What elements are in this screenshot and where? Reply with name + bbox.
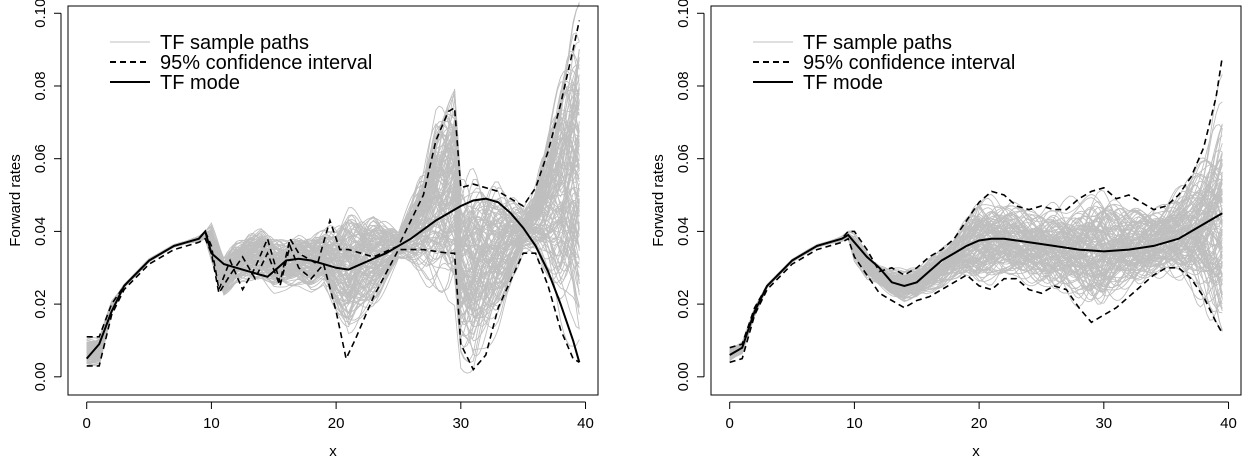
y-tick-label: 0.00 bbox=[675, 362, 692, 391]
y-tick-label: 0.10 bbox=[32, 0, 49, 28]
mode-line bbox=[729, 212, 1223, 356]
legend-label: TF sample paths bbox=[803, 32, 952, 54]
sample-path bbox=[86, 93, 580, 351]
ci-line bbox=[86, 237, 580, 372]
left-panel: 0 10 20 30 40 x 0.00 0.02 0.04 0.06 0.08 0.10 Forwar… bbox=[7, 0, 599, 460]
y-tick-label: 0.10 bbox=[675, 0, 692, 28]
legend-label: TF mode bbox=[160, 72, 240, 94]
y-tick-label: 0.02 bbox=[675, 290, 692, 319]
y-tick-label: 0.02 bbox=[32, 290, 49, 319]
legend-label: 95% confidence interval bbox=[160, 52, 372, 74]
plot-frame bbox=[67, 5, 599, 396]
y-axis-label: Forward rates bbox=[650, 154, 667, 247]
x-tick-label: 10 bbox=[846, 415, 863, 432]
y-axis-label: Forward rates bbox=[7, 154, 24, 247]
x-axis-label: x bbox=[972, 443, 980, 460]
x-tick-label: 10 bbox=[203, 415, 220, 432]
x-axis-label: x bbox=[329, 443, 337, 460]
plot-frame bbox=[710, 5, 1242, 396]
x-tick-label: 30 bbox=[1095, 415, 1112, 432]
y-tick-label: 0.04 bbox=[32, 217, 49, 246]
right-panel: 0 10 20 30 40 x 0.00 0.02 0.04 0.06 0.08 0.10 Forwar… bbox=[650, 0, 1242, 460]
x-tick-label: 40 bbox=[1220, 415, 1237, 432]
ci-line bbox=[729, 56, 1224, 349]
x-tick-label: 20 bbox=[328, 415, 345, 432]
y-tick-label: 0.08 bbox=[675, 71, 692, 100]
x-tick-label: 0 bbox=[83, 415, 91, 432]
y-tick-label: 0.08 bbox=[32, 71, 49, 100]
x-tick-label: 30 bbox=[452, 415, 469, 432]
legend-label: TF sample paths bbox=[160, 32, 309, 54]
legend-label: 95% confidence interval bbox=[803, 52, 1015, 74]
mode-line bbox=[85, 197, 581, 363]
y-tick-label: 0.04 bbox=[675, 217, 692, 246]
x-tick-label: 20 bbox=[971, 415, 988, 432]
y-tick-label: 0.06 bbox=[675, 144, 692, 173]
x-tick-label: 0 bbox=[726, 415, 734, 432]
y-tick-label: 0.06 bbox=[32, 144, 49, 173]
x-tick-label: 40 bbox=[577, 415, 594, 432]
y-tick-label: 0.00 bbox=[32, 362, 49, 391]
legend-label: TF mode bbox=[803, 72, 883, 94]
